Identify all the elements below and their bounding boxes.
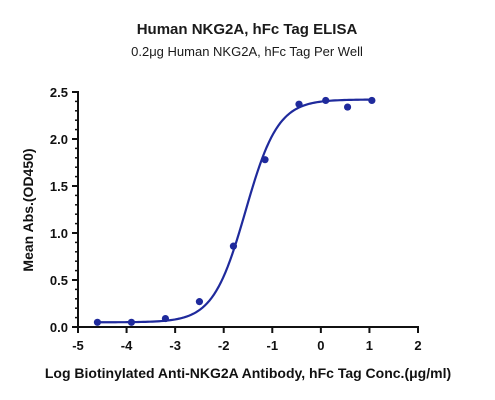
data-point [127, 318, 136, 326]
data-point [93, 318, 102, 326]
y-tick-label: 2.0 [50, 132, 68, 147]
x-tick-label: -4 [121, 338, 133, 353]
x-tick-label: 1 [366, 338, 373, 353]
x-tick-label: 2 [414, 338, 421, 353]
y-tick-label: 2.5 [50, 85, 68, 100]
x-tick-label: 0 [317, 338, 324, 353]
y-axis-ticks: 0.0 0.5 1.0 1.5 2.0 2.5 [50, 85, 78, 335]
x-axis-ticks: -5 -4 -3 -2 -1 0 1 2 [72, 327, 422, 353]
x-axis-label: Log Biotinylated Anti-NKG2A Antibody, hF… [45, 365, 451, 381]
chart-subtitle: 0.2μg Human NKG2A, hFc Tag Per Well [131, 44, 363, 59]
x-tick-label: -2 [218, 338, 230, 353]
data-point [295, 100, 303, 108]
data-point [161, 314, 170, 323]
data-points [93, 96, 376, 326]
chart-title: Human NKG2A, hFc Tag ELISA [137, 21, 358, 38]
y-tick-label: 1.0 [50, 226, 68, 241]
y-tick-label: 0.0 [50, 320, 68, 335]
y-axis-label: Mean Abs.(OD450) [20, 148, 36, 271]
data-point [343, 103, 352, 111]
x-tick-label: -5 [72, 338, 84, 353]
data-point [229, 242, 238, 250]
y-tick-label: 0.5 [50, 273, 68, 288]
x-tick-label: -1 [267, 338, 279, 353]
data-point [322, 96, 330, 105]
data-point [368, 96, 376, 105]
fit-curve [97, 98, 372, 324]
y-tick-label: 1.5 [50, 179, 68, 194]
x-tick-label: -3 [169, 338, 181, 353]
data-point [195, 298, 204, 306]
data-point [261, 156, 269, 164]
